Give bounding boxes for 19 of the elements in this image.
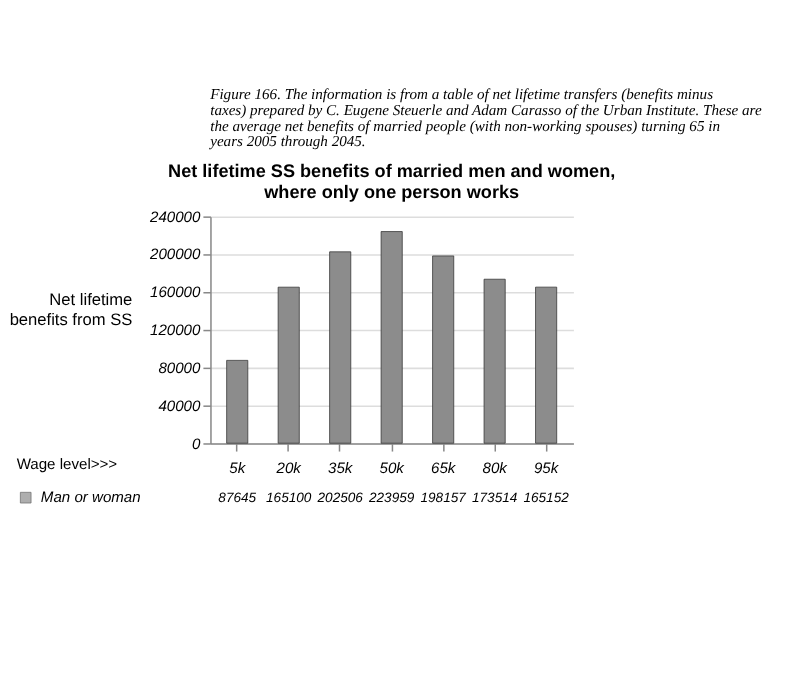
y-tick-label: 200000	[148, 245, 202, 264]
x-tick-label: 5k	[229, 458, 248, 477]
chart-title: Net lifetime SS benefits of married men and women, where only one person works	[168, 161, 616, 203]
y-tick-label: 40000	[158, 396, 202, 415]
y-tick-label: 160000	[150, 283, 202, 302]
y-tick-label: 0	[191, 434, 202, 453]
y-tick-label: 240000	[148, 207, 202, 226]
x-tick-label: 80k	[482, 458, 510, 477]
y-tick-label: 80000	[158, 358, 202, 377]
x-axis-title: Wage level>>>	[16, 454, 119, 473]
x-tick-label: 20k	[274, 458, 304, 477]
y-axis-title: Net lifetime benefits from SS	[9, 288, 134, 329]
x-tick-label: 35k	[328, 458, 355, 477]
legend-label: Man or woman	[40, 488, 141, 507]
caption: Figure 166. The information is from a table of net lifetime transfers (benefits minus taxes) prepared by C. Eugene Steuerle and Adam Carasso of the Urban Institute. These are the average net benefits of married people (with non-working spouses) turning 65 in years 2005 through 2045.	[208, 84, 763, 151]
x-tick-label: 65k	[430, 458, 458, 477]
y-tick-label: 120000	[150, 321, 202, 340]
x-tick-label: 50k	[379, 458, 407, 477]
x-tick-label: 95k	[533, 458, 561, 477]
